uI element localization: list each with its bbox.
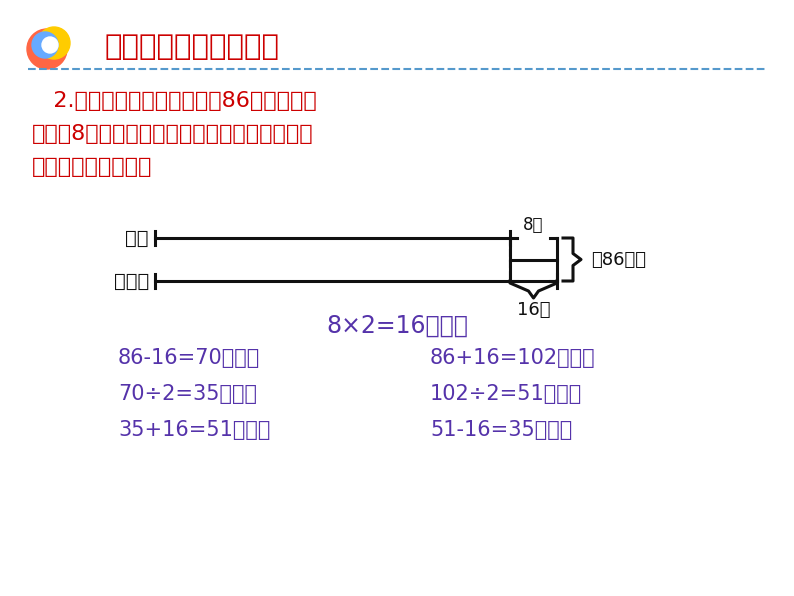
- Text: 35+16=51（张）: 35+16=51（张）: [118, 420, 271, 440]
- Text: 70÷2=35（张）: 70÷2=35（张）: [118, 384, 257, 404]
- Text: 86-16=70（只）: 86-16=70（只）: [118, 348, 260, 368]
- Text: 画线段图分析数量关系: 画线段图分析数量关系: [105, 33, 280, 61]
- Text: 16张: 16张: [517, 301, 550, 319]
- Text: 8张: 8张: [523, 216, 544, 234]
- Text: 张宁: 张宁: [125, 228, 149, 247]
- Text: 2.张宁和王晓星一共有画片86张。王晓星: 2.张宁和王晓星一共有画片86张。王晓星: [32, 91, 317, 111]
- Text: （86）张: （86）张: [591, 250, 646, 269]
- Circle shape: [42, 37, 58, 53]
- Circle shape: [27, 29, 67, 69]
- Text: 王晓星: 王晓星: [114, 272, 149, 290]
- Text: 51-16=35（张）: 51-16=35（张）: [430, 420, 572, 440]
- Text: 给张宁8张后，两人画片的张数同样多。两人原: 给张宁8张后，两人画片的张数同样多。两人原: [32, 124, 314, 144]
- Text: 102÷2=51（只）: 102÷2=51（只）: [430, 384, 582, 404]
- Circle shape: [38, 27, 70, 59]
- Text: 8×2=16（张）: 8×2=16（张）: [326, 314, 468, 338]
- Text: 来各有画片多少张？: 来各有画片多少张？: [32, 157, 152, 177]
- Circle shape: [32, 32, 58, 58]
- Text: 86+16=102（只）: 86+16=102（只）: [430, 348, 596, 368]
